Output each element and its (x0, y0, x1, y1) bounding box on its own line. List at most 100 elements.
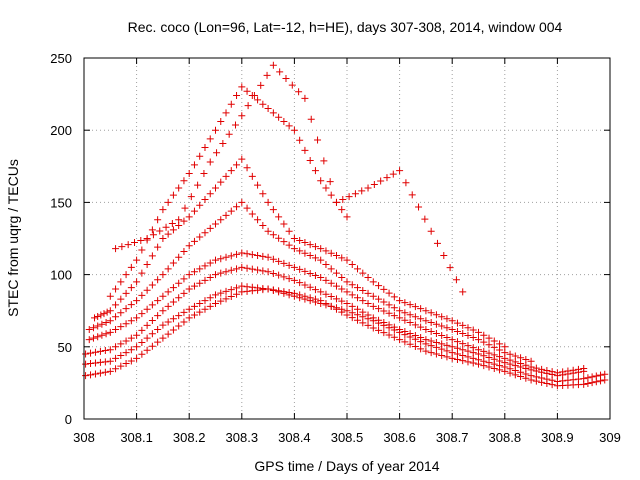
data-point (415, 203, 423, 211)
data-point (464, 332, 472, 340)
data-point (180, 177, 188, 185)
data-point (354, 305, 362, 313)
data-point (475, 336, 482, 344)
data-point (159, 292, 167, 300)
data-point (87, 360, 95, 368)
data-point (263, 71, 271, 79)
data-point (257, 81, 265, 89)
data-point (385, 331, 393, 339)
data-point (243, 87, 251, 95)
data-point (311, 286, 319, 294)
data-point (244, 102, 252, 110)
data-point (143, 260, 151, 268)
data-point (396, 336, 404, 344)
data-point (122, 349, 130, 357)
data-point (411, 332, 419, 340)
data-point (511, 352, 519, 360)
data-point (332, 304, 340, 312)
data-point (369, 324, 377, 332)
data-point (94, 312, 102, 320)
data-point (217, 269, 225, 277)
data-point (448, 343, 456, 351)
data-point (296, 136, 304, 144)
data-point (417, 323, 425, 331)
data-point (190, 302, 198, 310)
data-point (301, 281, 309, 289)
data-point (169, 284, 177, 292)
data-point (254, 96, 262, 104)
data-point (348, 302, 356, 310)
x-tick-label: 308.8 (489, 430, 522, 445)
data-point (259, 222, 267, 230)
data-point (233, 203, 241, 211)
data-point (564, 367, 572, 375)
data-point (217, 216, 225, 224)
data-point (201, 297, 209, 305)
data-point (169, 191, 177, 199)
data-point (101, 368, 109, 376)
x-tick-label: 308.9 (541, 430, 574, 445)
data-point (100, 310, 108, 318)
data-point (94, 333, 102, 341)
data-point (485, 349, 493, 357)
data-point (201, 229, 209, 237)
data-point (364, 321, 372, 329)
data-point (280, 289, 288, 297)
data-point (185, 213, 193, 221)
data-point (87, 371, 95, 379)
data-point (317, 256, 325, 264)
data-point (231, 121, 239, 129)
data-point (295, 88, 303, 96)
data-point (269, 286, 277, 294)
data-point (580, 364, 588, 372)
data-point (206, 158, 214, 166)
data-point (390, 323, 398, 331)
data-point (320, 157, 328, 165)
data-point (212, 291, 219, 299)
data-point (127, 301, 135, 309)
data-point (217, 289, 225, 297)
data-point (138, 350, 146, 358)
data-point (280, 259, 288, 267)
data-point (322, 184, 330, 192)
data-point (401, 327, 409, 335)
data-point (159, 206, 167, 214)
data-point (243, 264, 251, 272)
data-point (201, 305, 209, 313)
data-point (117, 309, 125, 317)
data-point (154, 216, 162, 224)
data-point (301, 94, 309, 102)
data-point (91, 314, 99, 322)
data-point (443, 334, 451, 342)
data-point (87, 349, 95, 357)
data-point (469, 326, 477, 334)
data-point (243, 204, 251, 212)
data-point (322, 301, 330, 309)
data-point (306, 252, 314, 260)
data-markers (82, 61, 609, 390)
data-point (117, 278, 125, 286)
data-point (448, 336, 456, 344)
data-point (227, 252, 235, 260)
data-point (522, 356, 530, 364)
data-point (138, 269, 146, 277)
data-point (275, 257, 283, 265)
data-point (196, 265, 204, 273)
data-point (301, 295, 309, 303)
data-point (154, 325, 162, 333)
data-point (427, 337, 435, 345)
data-point (164, 330, 172, 338)
data-point (527, 357, 535, 365)
data-point (175, 279, 183, 287)
data-point (326, 178, 334, 186)
data-point (185, 314, 193, 322)
data-point (243, 250, 251, 258)
data-point (248, 172, 256, 180)
data-point (475, 346, 482, 354)
data-point (248, 265, 256, 273)
data-point (122, 289, 130, 297)
data-point (175, 184, 183, 192)
data-point (106, 292, 114, 300)
x-tick-label: 308.4 (278, 430, 311, 445)
